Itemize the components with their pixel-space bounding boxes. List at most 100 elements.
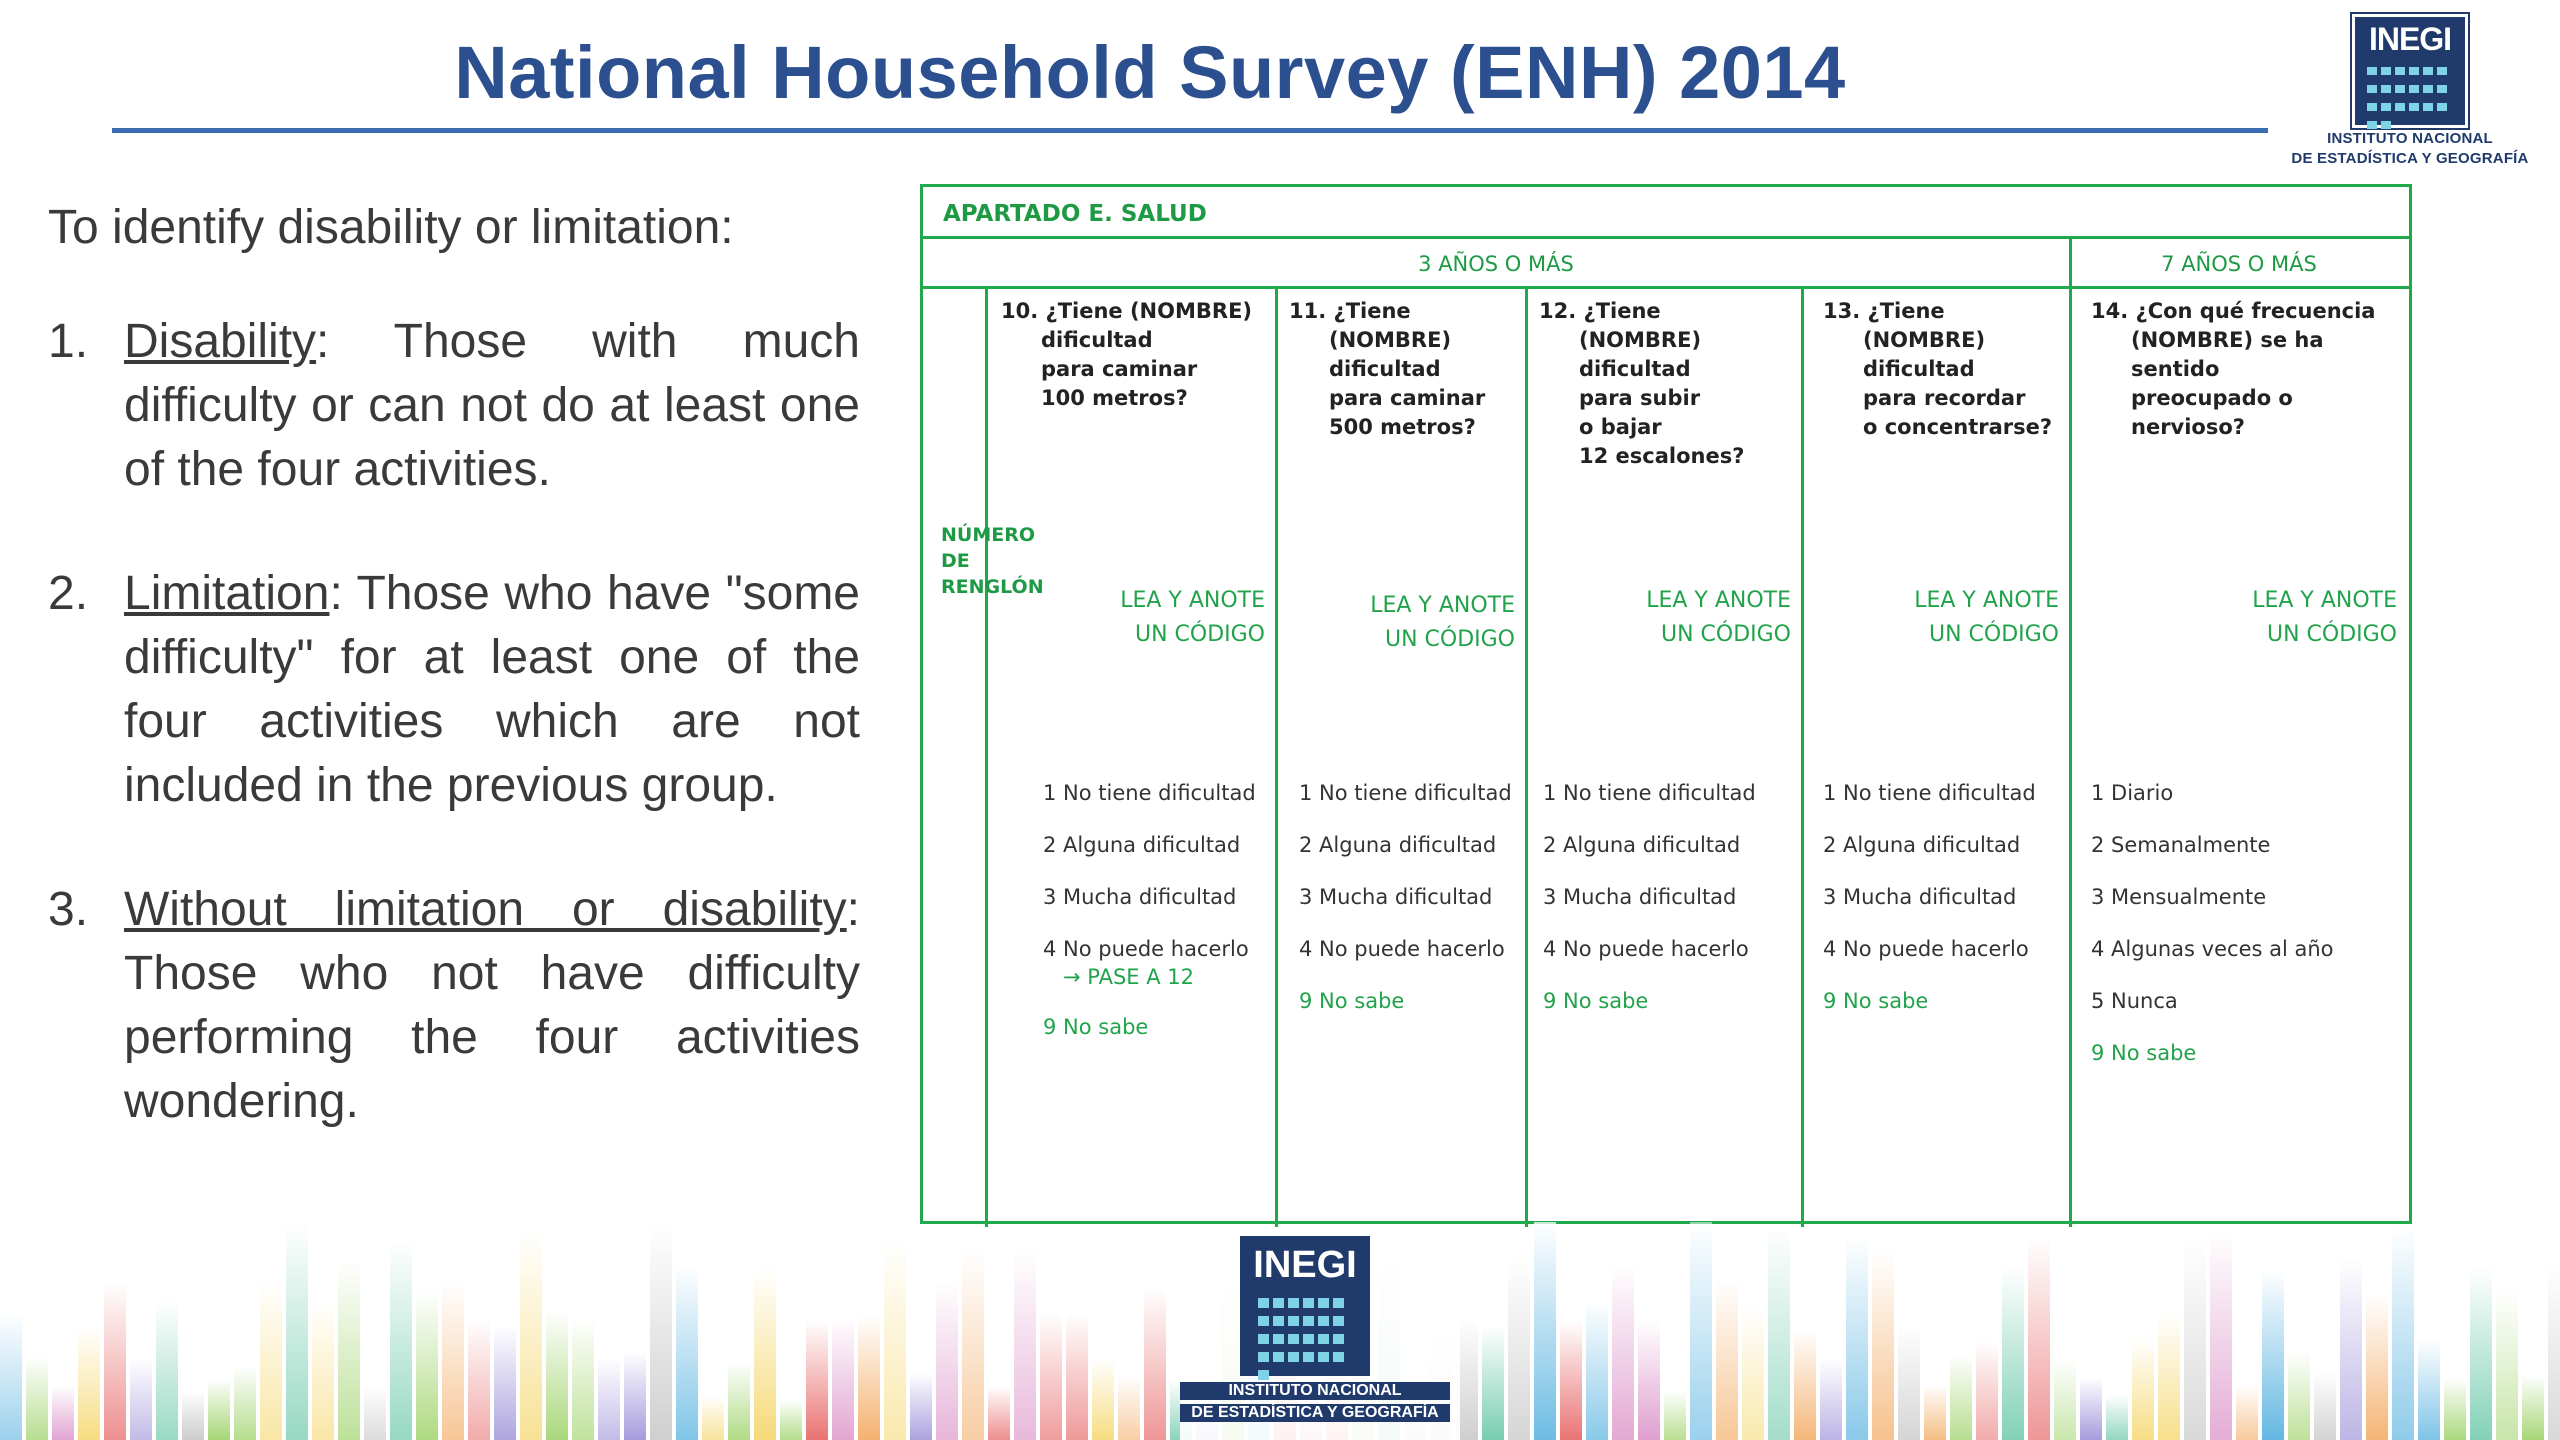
option[interactable]: 1 No tiene dificultad [1543,781,1756,805]
question-text: 10. ¿Tiene (NOMBRE) dificultad para cami… [1001,297,1252,413]
instruction-line: UN CÓDIGO [2266,622,2397,647]
footer-bar [2158,1312,2180,1440]
option[interactable]: 4 Algunas veces al año [2091,937,2334,961]
footer-bar [2340,1258,2362,1440]
question-text: 11. ¿Tiene (NOMBRE) dificultad para cami… [1289,297,1485,442]
footer-bar [962,1251,984,1440]
footer-bar [1794,1330,1816,1440]
footer-bar [1040,1312,1062,1440]
option[interactable]: 2 Alguna dificultad [1043,833,1241,857]
footer-bar [1716,1279,1738,1440]
footer-bar [650,1226,672,1440]
footer-bar [1144,1288,1166,1440]
option-dont-know[interactable]: 9 No sabe [1043,1015,1149,1039]
option-dont-know[interactable]: 9 No sabe [2091,1041,2197,1065]
option[interactable]: 2 Alguna dificultad [1823,833,2021,857]
answer-options: 1 No tiene dificultad 2 Alguna dificulta… [1543,767,1756,1027]
item-text: Limitation: Those who have "some difficu… [124,562,860,818]
question-line: (NOMBRE) se ha sentido [2131,328,2324,381]
option[interactable]: 5 Nunca [2091,989,2178,1013]
question-text: 13. ¿Tiene (NOMBRE) dificultad para reco… [1823,297,2052,442]
footer-bar [754,1268,776,1440]
inegi-logo-word: INEGI [2368,21,2452,57]
inegi-logo-icon: INEGI [1240,1236,1370,1380]
option[interactable]: 1 No tiene dificultad [1823,781,2036,805]
option[interactable]: 3 Mucha dificultad [1823,885,2017,909]
question-number: 14. ¿Con qué frecuencia [2091,299,2376,323]
inegi-logo-word: INEGI [1253,1244,1357,1286]
question-column-14: 14. ¿Con qué frecuencia (NOMBRE) se ha s… [2073,289,2409,1227]
footer-bar [2288,1351,2310,1440]
instruction-line: UN CÓDIGO [1660,622,1791,647]
option[interactable]: 1 No tiene dificultad [1043,781,1256,805]
footer-bar [1768,1228,1790,1440]
question-line: para subir [1579,386,1701,410]
footer-bar [2418,1340,2440,1440]
question-column-12: 12. ¿Tiene (NOMBRE) dificultad para subi… [1529,289,1799,1227]
option[interactable]: 2 Alguna dificultad [1543,833,1741,857]
option[interactable]: 1 Diario [2091,781,2174,805]
footer-bar [1976,1341,1998,1440]
age-group-7-plus: 7 AÑOS O MÁS [2069,239,2409,289]
instruction: LEA Y ANOTE UN CÓDIGO [2252,584,2397,652]
instruction: LEA Y ANOTE UN CÓDIGO [1120,584,1265,652]
intro-text: To identify disability or limitation: [48,201,734,254]
option[interactable]: 4 No puede hacerlo [1823,937,2029,961]
answer-options: 1 No tiene dificultad 2 Alguna dificulta… [1823,767,2036,1027]
question-line: para recordar [1863,386,2026,410]
divider [1275,289,1278,1227]
item-number: 2. [48,567,89,620]
footer-bar [2314,1372,2336,1440]
footer-bar [1898,1325,1920,1440]
footer-bar [988,1386,1010,1440]
option-dont-know[interactable]: 9 No sabe [1299,989,1405,1013]
item-text: Disability: Those with much difficulty o… [124,310,860,502]
answer-options: 1 No tiene dificultad 2 Alguna dificulta… [1299,767,1512,1027]
footer-bar [2444,1378,2466,1440]
footer-bar [2366,1295,2388,1440]
answer-options: 1 No tiene dificultad 2 Alguna dificulta… [1043,767,1256,1053]
option-dont-know[interactable]: 9 No sabe [1543,989,1649,1013]
option[interactable]: 2 Alguna dificultad [1299,833,1497,857]
option[interactable]: 2 Semanalmente [2091,833,2271,857]
footer-bar [104,1282,126,1440]
question-line: 500 metros? [1329,415,1476,439]
option[interactable]: 3 Mucha dificultad [1543,885,1737,909]
option[interactable]: 4 No puede hacerlo [1299,937,1505,961]
option[interactable]: 3 Mucha dificultad [1043,885,1237,909]
question-column-10: 10. ¿Tiene (NOMBRE) dificultad para cami… [989,289,1273,1227]
option-dont-know[interactable]: 9 No sabe [1823,989,1929,1013]
footer-bar [234,1366,256,1440]
option[interactable]: 4 No puede hacerlo [1543,937,1749,961]
questionnaire-form: APARTADO E. SALUD 3 AÑOS O MÁS 7 AÑOS O … [920,184,2412,1227]
footer-bar [2054,1360,2076,1440]
divider [2069,289,2072,1227]
footer-bar [1820,1359,1842,1440]
footer-bar [728,1362,750,1440]
option[interactable]: 4 No puede hacerlo [1043,937,1249,961]
item-description: : Those who have "some difficulty" for a… [124,567,860,812]
footer-bar [2080,1378,2102,1440]
question-line: dificultad [1041,328,1153,352]
instruction-line: LEA Y ANOTE [1914,588,2059,613]
option[interactable]: 3 Mucha dificultad [1299,885,1493,909]
footer-bar [2028,1238,2050,1440]
footer-bar [2002,1267,2024,1440]
footer-bar [2210,1230,2232,1440]
footer-bar [1482,1326,1504,1440]
row-number-label: NÚMERO DE RENGLÓN [941,524,1044,598]
option[interactable]: 1 No tiene dificultad [1299,781,1512,805]
definition-item: 3. Without limitation or disability: Tho… [48,878,860,1134]
question-line: para caminar [1329,386,1486,410]
footer-bar [624,1352,646,1440]
footer-bar [858,1316,880,1440]
footer-bar [26,1357,48,1440]
footer-bar [1924,1385,1946,1440]
instruction: LEA Y ANOTE UN CÓDIGO [1646,584,1791,652]
footer-bar [598,1358,620,1440]
option[interactable]: 3 Mensualmente [2091,885,2267,909]
footer-bar [1742,1306,1764,1440]
footer-bar [2496,1291,2518,1440]
footer-bar [338,1261,360,1440]
item-description: : Those with much difficulty or can not … [124,315,860,496]
